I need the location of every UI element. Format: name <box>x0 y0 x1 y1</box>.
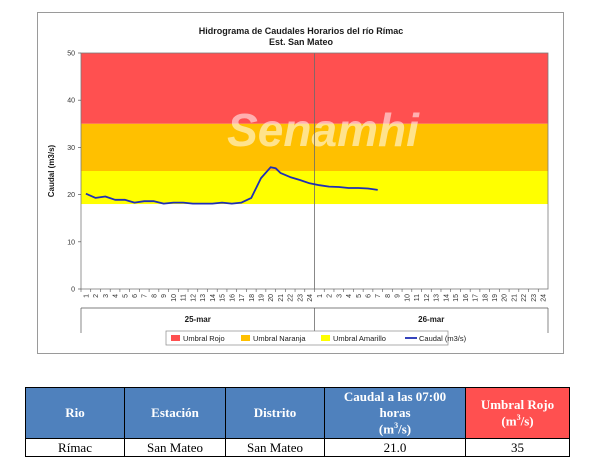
x-tick-label: 21 <box>278 294 285 302</box>
x-tick-label: 22 <box>521 294 528 302</box>
legend-label: Umbral Naranja <box>253 334 306 343</box>
y-tick-label: 50 <box>67 51 75 58</box>
day-label-2: 26-mar <box>418 315 444 324</box>
x-tick-label: 10 <box>171 294 178 302</box>
x-tick-label: 15 <box>220 294 227 302</box>
x-tick-label: 3 <box>336 294 343 298</box>
x-tick-label: 14 <box>443 294 450 302</box>
x-tick-label: 17 <box>239 294 246 302</box>
x-tick-label: 4 <box>113 294 120 298</box>
x-tick-label: 18 <box>482 294 489 302</box>
chart-canvas: Hidrograma de Caudales Horarios del río … <box>47 26 549 346</box>
header-caudal: Caudal a las 07:00 horas (m3/s) <box>324 387 466 439</box>
x-tick-label: 23 <box>531 294 538 302</box>
header-rio: Rio <box>25 387 125 439</box>
header-umbral-unit-post: /s) <box>520 413 534 429</box>
x-tick-label: 11 <box>181 294 188 301</box>
y-tick-label: 0 <box>71 287 75 294</box>
header-caudal-main: Caudal a las 07:00 horas <box>343 388 447 420</box>
x-tick-label: 9 <box>395 294 402 298</box>
y-tick-label: 10 <box>67 239 75 246</box>
x-tick-label: 7 <box>375 294 382 298</box>
day-label-1: 25-mar <box>185 315 211 324</box>
x-tick-label: 16 <box>229 294 236 302</box>
x-tick-label: 24 <box>307 294 314 302</box>
header-caudal-unit-sup: 3 <box>394 420 399 430</box>
header-umbral-unit-pre: (m <box>501 413 517 429</box>
header-caudal-unit-pre: (m <box>378 421 395 437</box>
header-caudal-unit-post: /s) <box>398 421 412 437</box>
x-tick-label: 24 <box>541 294 548 302</box>
x-tick-label: 5 <box>356 294 363 298</box>
x-tick-label: 6 <box>132 294 139 298</box>
x-tick-label: 3 <box>103 294 110 298</box>
y-tick-label: 40 <box>67 98 75 105</box>
x-tick-label: 22 <box>288 294 295 302</box>
legend-swatch <box>171 335 180 341</box>
chart-title: Hidrograma de Caudales Horarios del río … <box>199 26 404 36</box>
cell-estacion: San Mateo <box>124 438 226 457</box>
x-tick-label: 20 <box>502 294 509 302</box>
legend-swatch <box>241 335 250 341</box>
x-tick-label: 1 <box>317 294 324 298</box>
legend-box <box>165 330 449 346</box>
x-tick-label: 2 <box>93 294 100 298</box>
legend-label: Umbral Amarillo <box>333 334 386 343</box>
y-tick-label: 20 <box>67 192 75 199</box>
x-tick-label: 8 <box>151 294 158 298</box>
x-tick-label: 11 <box>414 294 421 301</box>
x-tick-label: 8 <box>385 294 392 298</box>
legend-swatch <box>321 335 330 341</box>
cell-umbral-rojo: 35 <box>465 438 570 457</box>
x-tick-label: 16 <box>463 294 470 302</box>
x-tick-label: 19 <box>492 294 499 302</box>
legend-label: Caudal (m3/s) <box>419 334 467 343</box>
x-tick-label: 18 <box>249 294 256 302</box>
x-tick-label: 21 <box>511 294 518 302</box>
chart-subtitle: Est. San Mateo <box>269 37 334 47</box>
header-umbral-rojo: Umbral Rojo (m3/s) <box>465 387 570 439</box>
x-tick-label: 5 <box>122 294 129 298</box>
x-tick-label: 10 <box>404 294 411 302</box>
hydrograph-chart: Hidrograma de Caudales Horarios del río … <box>37 12 564 354</box>
header-distrito: Distrito <box>225 387 325 439</box>
cell-distrito: San Mateo <box>225 438 325 457</box>
series-line-caudal <box>85 166 378 205</box>
x-tick-label: 17 <box>473 294 480 302</box>
x-tick-label: 9 <box>161 294 168 298</box>
x-tick-label: 12 <box>190 294 197 302</box>
cell-caudal: 21.0 <box>324 438 466 457</box>
x-tick-label: 1 <box>83 294 90 298</box>
header-umbral-unit-sup: 3 <box>516 412 521 422</box>
x-tick-label: 19 <box>258 294 265 302</box>
header-umbral-main: Umbral Rojo <box>480 396 555 412</box>
x-tick-label: 12 <box>424 294 431 302</box>
x-tick-label: 4 <box>346 294 353 298</box>
station-table: Rio Estación Distrito Caudal a las 07:00… <box>25 387 570 457</box>
cell-rio: Rímac <box>25 438 125 457</box>
x-tick-label: 15 <box>453 294 460 302</box>
x-tick-label: 14 <box>210 294 217 302</box>
y-axis-label: Caudal (m3/s) <box>47 144 56 197</box>
x-tick-label: 20 <box>268 294 275 302</box>
x-tick-label: 2 <box>327 294 334 298</box>
table-row: Rímac San Mateo San Mateo 21.0 35 <box>25 438 570 457</box>
header-estacion: Estación <box>124 387 226 439</box>
x-tick-label: 23 <box>297 294 304 302</box>
watermark-text: Senamhi <box>227 104 420 156</box>
x-tick-label: 6 <box>366 294 373 298</box>
table-header-row: Rio Estación Distrito Caudal a las 07:00… <box>25 387 570 439</box>
x-tick-label: 7 <box>142 294 149 298</box>
legend-label: Umbral Rojo <box>183 334 225 343</box>
y-tick-label: 30 <box>67 145 75 152</box>
x-tick-label: 13 <box>434 294 441 302</box>
x-tick-label: 13 <box>200 294 207 302</box>
